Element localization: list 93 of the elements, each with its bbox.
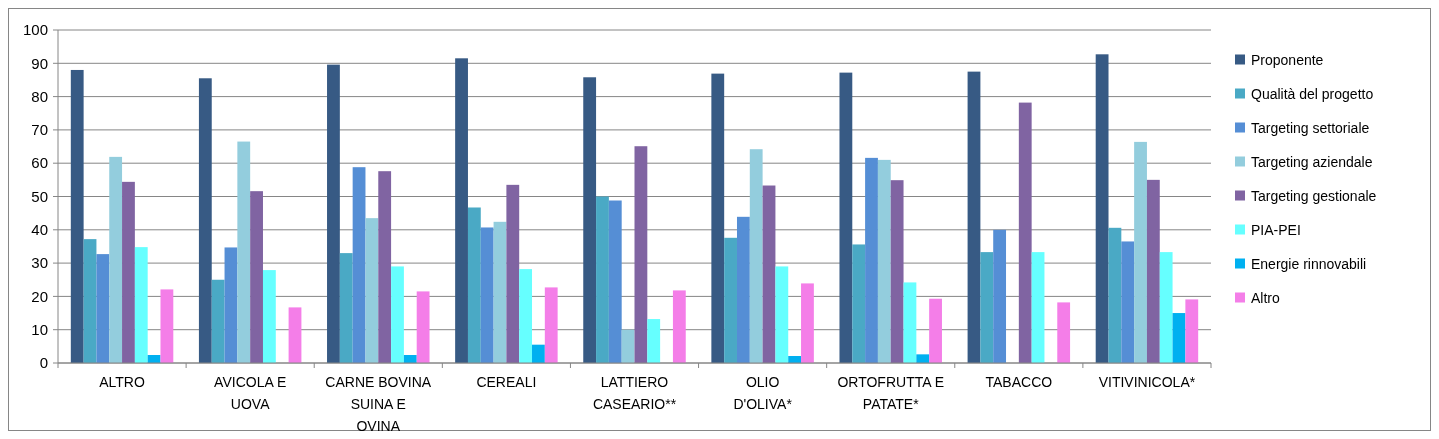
bar [1172, 313, 1186, 363]
bar [1121, 241, 1135, 363]
bar [506, 184, 520, 363]
bar [250, 191, 263, 363]
x-tick-label: OLIO D'OLIVA* [733, 374, 793, 412]
bar [890, 180, 904, 363]
x-tick-label: CEREALI [476, 374, 537, 390]
bar [327, 64, 340, 363]
x-tick-label: LATTIERO CASEARIO** [592, 374, 677, 412]
x-tick-label: ORTOFRUTTA E PATATE* [837, 374, 945, 412]
legend-label: Qualità del progetto [1251, 86, 1374, 103]
bar [109, 156, 123, 363]
bar [583, 77, 597, 363]
bar [378, 171, 392, 363]
bar [532, 344, 545, 363]
y-tick-label: 30 [31, 254, 48, 272]
bar [83, 239, 97, 363]
bar [339, 253, 353, 363]
bar [736, 216, 750, 363]
bar [211, 279, 225, 363]
bar [762, 185, 776, 363]
bar [711, 73, 725, 363]
bar [634, 146, 648, 363]
bar [839, 72, 853, 363]
legend-label: Altro [1251, 290, 1280, 307]
y-tick-label: 60 [31, 154, 48, 172]
bar [134, 247, 148, 363]
bar [672, 290, 686, 363]
bar [775, 266, 789, 363]
bar [967, 71, 981, 363]
y-tick-label: 100 [22, 21, 48, 39]
bar [1018, 102, 1032, 363]
bar [1134, 141, 1147, 363]
legend-label: Targeting settoriale [1251, 120, 1370, 137]
bar [544, 287, 558, 363]
bar [1185, 299, 1199, 363]
bar [391, 266, 404, 363]
y-tick-label: 10 [31, 320, 48, 338]
y-tick-label: 80 [31, 87, 48, 105]
bar [865, 157, 878, 363]
x-tick-label: ALTRO [99, 374, 145, 390]
bar [1159, 252, 1173, 363]
x-tick-label: TABACCO [985, 374, 1053, 390]
bar [980, 252, 994, 363]
bar [416, 291, 430, 363]
bar [70, 69, 84, 363]
bar [596, 196, 609, 363]
bar [1095, 54, 1109, 363]
bar [519, 269, 533, 363]
legend-label: Targeting gestionale [1251, 188, 1377, 205]
bar [455, 58, 468, 363]
bar [877, 159, 891, 363]
bar [224, 247, 238, 363]
bar [288, 307, 302, 363]
y-tick-label: 90 [31, 54, 48, 72]
bar [801, 283, 814, 363]
y-tick-label: 20 [31, 287, 48, 305]
bar [608, 200, 622, 363]
bar [621, 329, 635, 363]
bar [1146, 179, 1160, 363]
y-tick-label: 50 [31, 187, 48, 205]
bar [352, 167, 366, 363]
bar [993, 229, 1007, 363]
bar [724, 237, 737, 363]
bar [916, 354, 930, 363]
bar [1031, 252, 1045, 363]
y-tick-label: 70 [31, 121, 48, 139]
y-tick-label: 0 [39, 354, 48, 372]
bar [122, 181, 135, 363]
bar [929, 298, 942, 363]
x-tick-label: AVICOLA E UOVA [214, 374, 287, 412]
legend-label: Targeting aziendale [1251, 154, 1373, 171]
bar [467, 207, 481, 363]
x-tick-label: CARNE BOVINA SUINA E OVINA [325, 374, 432, 434]
bar [903, 282, 917, 363]
bar [198, 78, 212, 363]
legend-label: Energie rinnovabili [1251, 256, 1367, 273]
bar [493, 221, 507, 363]
bar [365, 218, 379, 363]
legend-label: Proponente [1251, 52, 1324, 69]
legend-label: PIA-PEI [1251, 222, 1301, 239]
bar [852, 244, 866, 363]
bar [96, 254, 110, 363]
bar [480, 227, 494, 363]
y-tick-label: 40 [31, 221, 48, 239]
bar [1057, 302, 1071, 363]
bar [262, 270, 276, 363]
bar [237, 141, 251, 363]
bar [749, 149, 763, 363]
x-tick-label: VITIVINICOLA* [1098, 374, 1196, 390]
bar [1108, 227, 1122, 363]
bar [160, 289, 174, 363]
bar [647, 319, 661, 363]
